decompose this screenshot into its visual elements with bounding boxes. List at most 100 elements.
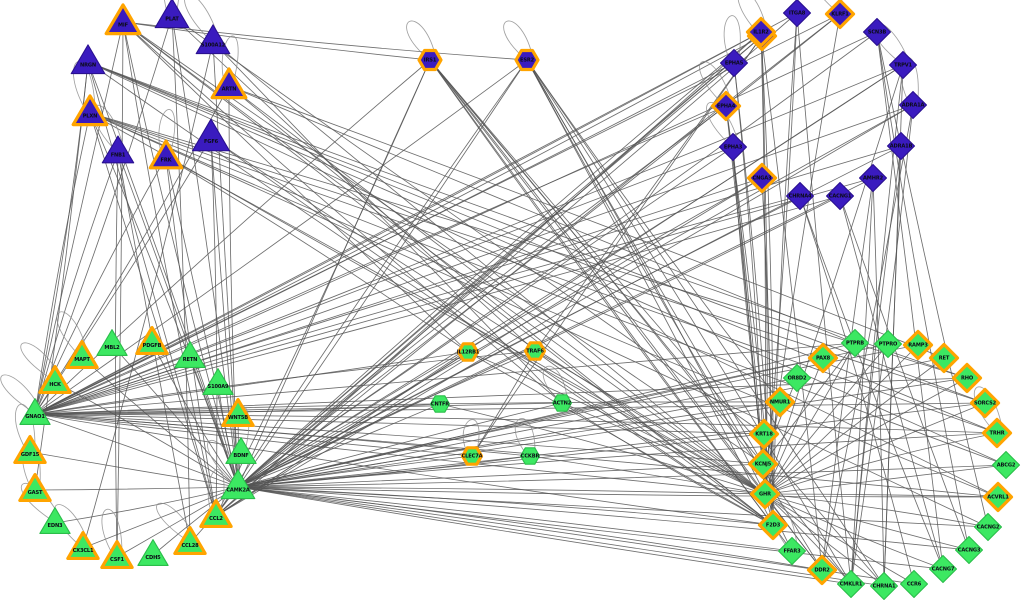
graph-node-mif[interactable]: MIF bbox=[104, 3, 142, 36]
graph-node-nrgn[interactable]: NRGN bbox=[70, 44, 106, 75]
node-shape-triangle[interactable] bbox=[173, 525, 207, 556]
graph-node-cacng1[interactable]: CACNG1 bbox=[825, 181, 855, 211]
node-shape-triangle[interactable] bbox=[38, 364, 72, 395]
node-shape-triangle[interactable] bbox=[191, 118, 231, 152]
node-shape-diamond[interactable] bbox=[745, 16, 777, 48]
node-shape-hexagon[interactable] bbox=[460, 446, 484, 466]
graph-node-cacng3[interactable]: CACNG3 bbox=[954, 535, 984, 565]
graph-node-abcg2[interactable]: ABCG2 bbox=[991, 450, 1021, 480]
node-shape-hexagon[interactable] bbox=[417, 48, 443, 72]
node-shape-diamond[interactable] bbox=[981, 417, 1013, 449]
node-shape-diamond[interactable] bbox=[782, 363, 812, 393]
node-shape-diamond[interactable] bbox=[973, 512, 1003, 542]
node-shape-diamond[interactable] bbox=[749, 478, 781, 510]
graph-node-chrna1[interactable]: CHRNA1 bbox=[869, 571, 899, 600]
graph-node-edn3[interactable]: EDN3 bbox=[39, 507, 71, 534]
node-shape-triangle[interactable] bbox=[65, 339, 99, 370]
node-shape-diamond[interactable] bbox=[782, 0, 812, 28]
graph-node-mapt[interactable]: MAPT bbox=[65, 339, 99, 370]
node-shape-triangle[interactable] bbox=[13, 434, 47, 465]
node-shape-hexagon[interactable] bbox=[519, 447, 541, 465]
node-shape-diamond[interactable] bbox=[757, 509, 789, 541]
graph-node-epha5[interactable]: EPHA5 bbox=[719, 48, 749, 78]
graph-node-clec7a[interactable]: CLEC7A bbox=[460, 446, 484, 466]
node-shape-triangle[interactable] bbox=[96, 329, 128, 356]
graph-node-epha4[interactable]: EPHA4 bbox=[710, 90, 742, 122]
node-shape-triangle[interactable] bbox=[39, 507, 71, 534]
node-shape-diamond[interactable] bbox=[824, 0, 856, 30]
graph-node-irs1[interactable]: IRS1 bbox=[417, 48, 443, 72]
node-shape-diamond[interactable] bbox=[928, 554, 958, 584]
graph-node-ffar3[interactable]: FFAR3 bbox=[777, 536, 807, 566]
node-shape-triangle[interactable] bbox=[174, 341, 206, 368]
graph-node-artn[interactable]: ARTN bbox=[210, 67, 248, 100]
graph-node-ddr2[interactable]: DDR2 bbox=[806, 554, 838, 586]
graph-node-adra1a[interactable]: ADRA1A bbox=[898, 90, 928, 120]
graph-node-ret[interactable]: RET bbox=[928, 342, 960, 374]
node-shape-diamond[interactable] bbox=[954, 535, 984, 565]
node-shape-diamond[interactable] bbox=[902, 329, 934, 361]
node-shape-diamond[interactable] bbox=[747, 448, 779, 480]
graph-node-mbl2[interactable]: MBL2 bbox=[96, 329, 128, 356]
node-shape-hexagon[interactable] bbox=[551, 394, 573, 412]
node-shape-triangle[interactable] bbox=[154, 0, 190, 29]
graph-node-acvrl1[interactable]: ACVRL1 bbox=[982, 481, 1014, 513]
graph-node-itga8[interactable]: ITGA8 bbox=[782, 0, 812, 28]
graph-node-cdh5[interactable]: CDH5 bbox=[137, 539, 169, 566]
graph-node-adra1b[interactable]: ADRA1B bbox=[886, 131, 916, 161]
graph-node-cx3cl1[interactable]: CX3CL1 bbox=[66, 530, 100, 561]
node-shape-diamond[interactable] bbox=[869, 571, 899, 600]
node-shape-diamond[interactable] bbox=[807, 342, 839, 374]
node-shape-triangle[interactable] bbox=[71, 94, 109, 127]
node-shape-hexagon[interactable] bbox=[523, 341, 547, 361]
node-shape-diamond[interactable] bbox=[898, 90, 928, 120]
node-shape-diamond[interactable] bbox=[718, 132, 748, 162]
node-shape-diamond[interactable] bbox=[886, 131, 916, 161]
node-shape-diamond[interactable] bbox=[748, 418, 780, 450]
node-shape-diamond[interactable] bbox=[899, 569, 929, 599]
graph-node-trpv1[interactable]: TRPV1 bbox=[888, 50, 918, 80]
graph-node-traf6[interactable]: TRAF6 bbox=[523, 341, 547, 361]
node-shape-triangle[interactable] bbox=[221, 397, 255, 428]
node-shape-triangle[interactable] bbox=[135, 325, 169, 356]
graph-node-pdgfb[interactable]: PDGFB bbox=[135, 325, 169, 356]
node-shape-diamond[interactable] bbox=[785, 181, 815, 211]
graph-node-cacng7[interactable]: CACNG7 bbox=[928, 554, 958, 584]
node-shape-triangle[interactable] bbox=[70, 44, 106, 75]
graph-node-sorcs2[interactable]: SORCS2 bbox=[969, 387, 1001, 419]
node-shape-diamond[interactable] bbox=[991, 450, 1021, 480]
graph-node-fnb1[interactable]: FNB1 bbox=[101, 135, 135, 164]
graph-node-esr2[interactable]: ESR2 bbox=[514, 48, 540, 72]
graph-node-or8d2[interactable]: OR8D2 bbox=[782, 363, 812, 393]
graph-node-frk[interactable]: FRK bbox=[148, 139, 184, 170]
node-shape-triangle[interactable] bbox=[137, 539, 169, 566]
node-shape-diamond[interactable] bbox=[873, 329, 903, 359]
graph-node-ccr6[interactable]: CCR6 bbox=[899, 569, 929, 599]
graph-node-amhr2[interactable]: AMHR2 bbox=[858, 163, 888, 193]
graph-node-actn2[interactable]: ACTN2 bbox=[551, 394, 573, 412]
graph-node-cmklr1[interactable]: CMKLR1 bbox=[836, 569, 866, 599]
node-shape-triangle[interactable] bbox=[195, 24, 231, 55]
node-shape-diamond[interactable] bbox=[746, 162, 778, 194]
node-shape-triangle[interactable] bbox=[148, 139, 184, 170]
graph-node-s100a12[interactable]: S100A12 bbox=[195, 24, 231, 55]
node-shape-diamond[interactable] bbox=[825, 181, 855, 211]
node-shape-diamond[interactable] bbox=[862, 17, 892, 47]
graph-node-csf1[interactable]: CSF1 bbox=[100, 539, 134, 570]
graph-node-cntfr[interactable]: CNTFR bbox=[429, 395, 451, 413]
node-shape-triangle[interactable] bbox=[199, 498, 233, 529]
node-shape-diamond[interactable] bbox=[840, 328, 870, 358]
graph-node-gast[interactable]: GAST bbox=[18, 472, 52, 503]
node-shape-diamond[interactable] bbox=[951, 362, 983, 394]
graph-node-klrf1[interactable]: KLRF1 bbox=[824, 0, 856, 30]
node-shape-triangle[interactable] bbox=[225, 437, 257, 464]
node-shape-diamond[interactable] bbox=[969, 387, 1001, 419]
node-shape-hexagon[interactable] bbox=[456, 342, 480, 362]
node-layer[interactable]: MIFPLATS100A12NRGNARTNPLXNFGF6FNB1FRKIRS… bbox=[13, 0, 1021, 600]
node-shape-triangle[interactable] bbox=[210, 67, 248, 100]
node-shape-triangle[interactable] bbox=[66, 530, 100, 561]
node-shape-diamond[interactable] bbox=[777, 536, 807, 566]
node-shape-diamond[interactable] bbox=[928, 342, 960, 374]
